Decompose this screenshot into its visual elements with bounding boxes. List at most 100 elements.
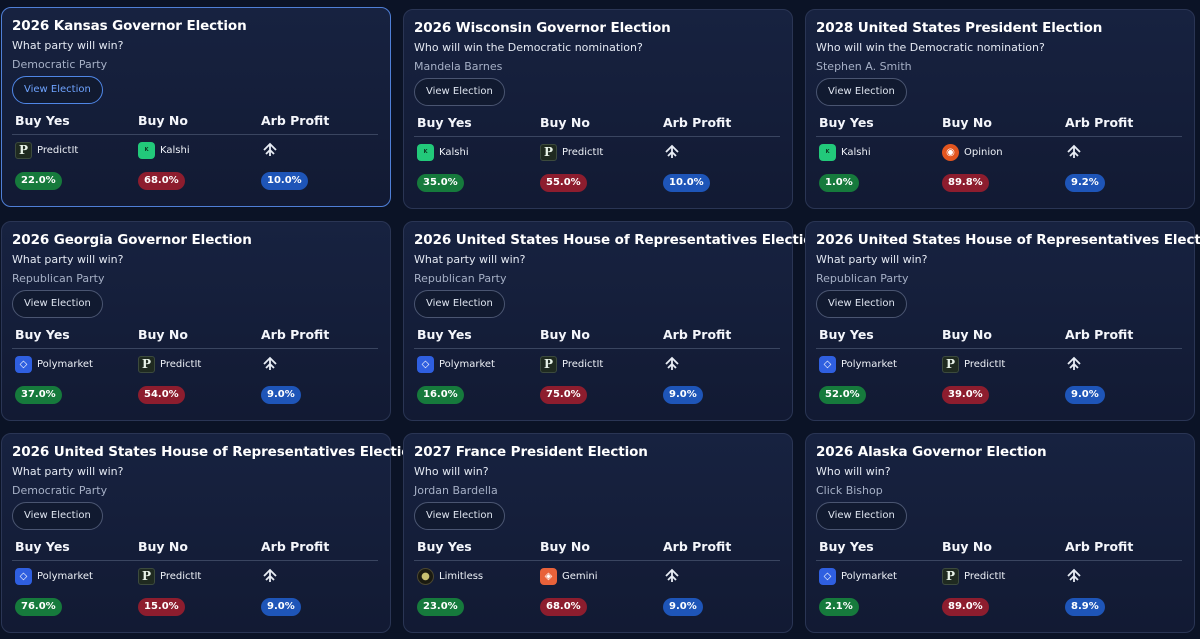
yes-percent-badge: 1.0% bbox=[819, 174, 859, 192]
no-percent-badge: 15.0% bbox=[138, 598, 185, 616]
election-outcome: Republican Party bbox=[816, 272, 909, 285]
kalshi-icon: K bbox=[138, 141, 155, 159]
opinion-icon: ◉ bbox=[942, 143, 959, 161]
arb-market bbox=[663, 567, 786, 585]
election-title: 2026 Alaska Governor Election bbox=[816, 444, 1047, 460]
market-name: Gemini bbox=[562, 570, 598, 582]
polymarket-icon: ◇ bbox=[15, 567, 32, 585]
election-question: What party will win? bbox=[12, 465, 124, 478]
no-percent-badge: 75.0% bbox=[540, 386, 587, 404]
election-question: Who will win the Democratic nomination? bbox=[414, 41, 643, 54]
yes-market[interactable]: ◇ Polymarket bbox=[15, 355, 138, 373]
no-percent-badge: 89.8% bbox=[942, 174, 989, 192]
election-outcome: Mandela Barnes bbox=[414, 60, 503, 73]
no-percent-badge: 89.0% bbox=[942, 598, 989, 616]
election-card: 2026 Alaska Governor Election Who will w… bbox=[805, 433, 1195, 633]
yes-market[interactable]: ◇ Polymarket bbox=[417, 355, 540, 373]
yes-market[interactable]: ◇ Polymarket bbox=[15, 567, 138, 585]
arb-icon bbox=[665, 144, 679, 158]
no-market[interactable]: K Kalshi bbox=[138, 141, 261, 159]
market-name: Polymarket bbox=[841, 570, 897, 582]
yes-market[interactable]: K Kalshi bbox=[417, 143, 540, 161]
predictit-icon: P bbox=[540, 355, 557, 373]
yes-market[interactable]: ◇ Polymarket bbox=[819, 567, 942, 585]
yes-percent-badge: 22.0% bbox=[15, 172, 62, 190]
election-question: What party will win? bbox=[12, 39, 124, 52]
polymarket-icon: ◇ bbox=[819, 567, 836, 585]
buy-yes-header: Buy Yes bbox=[819, 115, 874, 130]
arb-profit-badge: 9.2% bbox=[1065, 174, 1105, 192]
arb-profit-badge: 8.9% bbox=[1065, 598, 1105, 616]
view-election-button[interactable]: View Election bbox=[12, 502, 103, 530]
buy-no-header: Buy No bbox=[540, 327, 590, 342]
view-election-button[interactable]: View Election bbox=[816, 502, 907, 530]
market-name: Polymarket bbox=[841, 358, 897, 370]
yes-market[interactable]: K Kalshi bbox=[819, 143, 942, 161]
yes-percent-badge: 76.0% bbox=[15, 598, 62, 616]
no-market[interactable]: ◈ Gemini bbox=[540, 567, 663, 585]
arb-profit-badge: 10.0% bbox=[261, 172, 308, 190]
yes-market[interactable]: P PredictIt bbox=[15, 141, 138, 159]
market-name: PredictIt bbox=[562, 146, 604, 158]
election-title: 2026 Kansas Governor Election bbox=[12, 18, 247, 34]
view-election-button[interactable]: View Election bbox=[414, 78, 505, 106]
column-headers: Buy Yes Buy No Arb Profit bbox=[414, 115, 780, 137]
view-election-button[interactable]: View Election bbox=[12, 76, 103, 104]
election-card: 2026 United States House of Representati… bbox=[1, 433, 420, 633]
election-question: What party will win? bbox=[414, 253, 526, 266]
view-election-button[interactable]: View Election bbox=[414, 502, 505, 530]
election-card: 2026 United States House of Representati… bbox=[403, 221, 822, 421]
no-market[interactable]: P PredictIt bbox=[942, 355, 1065, 373]
view-election-button[interactable]: View Election bbox=[816, 290, 907, 318]
buy-yes-header: Buy Yes bbox=[15, 113, 70, 128]
arb-profit-badge: 10.0% bbox=[663, 174, 710, 192]
election-card: 2028 United States President Election Wh… bbox=[805, 9, 1195, 209]
arb-icon bbox=[1067, 356, 1081, 370]
view-election-button[interactable]: View Election bbox=[12, 290, 103, 318]
election-title: 2026 Wisconsin Governor Election bbox=[414, 20, 671, 36]
no-percent-badge: 54.0% bbox=[138, 386, 185, 404]
arb-profit-badge: 9.0% bbox=[261, 386, 301, 404]
arb-profit-header: Arb Profit bbox=[663, 115, 732, 130]
buy-no-header: Buy No bbox=[138, 327, 188, 342]
view-election-button[interactable]: View Election bbox=[414, 290, 505, 318]
arb-market bbox=[663, 143, 786, 161]
market-name: Polymarket bbox=[37, 358, 93, 370]
arb-profit-header: Arb Profit bbox=[261, 327, 330, 342]
arb-profit-header: Arb Profit bbox=[663, 327, 732, 342]
arb-icon bbox=[665, 568, 679, 582]
arb-market bbox=[663, 355, 786, 373]
no-market[interactable]: ◉ Opinion bbox=[942, 143, 1065, 161]
election-outcome: Click Bishop bbox=[816, 484, 883, 497]
predictit-icon: P bbox=[138, 355, 155, 373]
election-outcome: Stephen A. Smith bbox=[816, 60, 912, 73]
yes-percent-badge: 52.0% bbox=[819, 386, 866, 404]
arb-market bbox=[261, 355, 384, 373]
arb-icon bbox=[263, 568, 277, 582]
no-market[interactable]: P PredictIt bbox=[138, 567, 261, 585]
election-card: 2026 Georgia Governor Election What part… bbox=[1, 221, 391, 421]
no-market[interactable]: P PredictIt bbox=[942, 567, 1065, 585]
buy-yes-header: Buy Yes bbox=[819, 539, 874, 554]
yes-percent-badge: 16.0% bbox=[417, 386, 464, 404]
limitless-icon: ● bbox=[417, 567, 434, 585]
election-question: What party will win? bbox=[12, 253, 124, 266]
arb-icon bbox=[263, 356, 277, 370]
buy-yes-header: Buy Yes bbox=[819, 327, 874, 342]
arb-profit-header: Arb Profit bbox=[663, 539, 732, 554]
market-name: PredictIt bbox=[562, 358, 604, 370]
arb-icon bbox=[665, 356, 679, 370]
election-card: 2026 Kansas Governor Election What party… bbox=[1, 7, 391, 207]
column-headers: Buy Yes Buy No Arb Profit bbox=[12, 539, 378, 561]
election-outcome: Republican Party bbox=[414, 272, 507, 285]
arb-icon bbox=[263, 142, 277, 156]
yes-market[interactable]: ◇ Polymarket bbox=[819, 355, 942, 373]
view-election-button[interactable]: View Election bbox=[816, 78, 907, 106]
no-market[interactable]: P PredictIt bbox=[138, 355, 261, 373]
predictit-icon: P bbox=[540, 143, 557, 161]
no-percent-badge: 68.0% bbox=[540, 598, 587, 616]
no-market[interactable]: P PredictIt bbox=[540, 355, 663, 373]
arb-icon bbox=[1067, 144, 1081, 158]
yes-market[interactable]: ● Limitless bbox=[417, 567, 540, 585]
no-market[interactable]: P PredictIt bbox=[540, 143, 663, 161]
